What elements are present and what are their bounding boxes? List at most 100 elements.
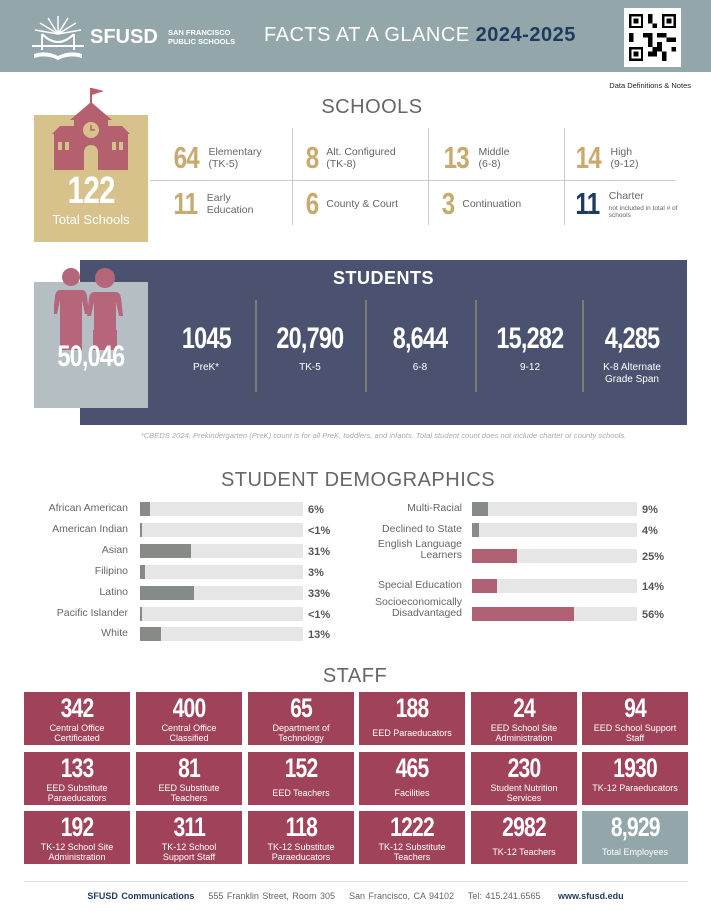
school-type-label: Alt. Configured (TK-8): [326, 146, 395, 170]
total-schools-label: Total Schools: [52, 212, 130, 227]
total-students-value: 50,046: [57, 340, 126, 373]
staff-count: 342: [24, 693, 130, 723]
footer-website-link[interactable]: www.sfusd.edu: [557, 891, 624, 901]
header-banner: SFUSD SAN FRANCISCO PUBLIC SCHOOLS FACTS…: [0, 0, 711, 72]
staff-count: 465: [359, 753, 465, 783]
demographics-heading: STUDENT DEMOGRAPHICS: [220, 469, 496, 491]
school-count-value: 11: [575, 186, 600, 221]
footer-phone: Tel: 415.241.6565: [467, 891, 541, 901]
staff-count-value: 1222: [390, 812, 435, 842]
school-type-label: County & Court: [326, 198, 398, 210]
school-type-name: High: [610, 146, 633, 158]
divider: [564, 128, 565, 225]
student-grade-label: PreK*: [192, 362, 220, 373]
staff-count: 118: [248, 812, 354, 842]
demographic-bar-fill: [140, 523, 142, 537]
school-type-1: 8 Alt. Configured (TK-8): [304, 138, 396, 178]
school-count-value: 8: [305, 140, 319, 175]
staff-count-value: 230: [507, 753, 542, 783]
footer-address: 555 Franklin Street, Room 305: [208, 891, 335, 901]
demographic-label: Special Education: [377, 579, 462, 591]
demographic-bar: [140, 565, 303, 579]
staff-count: 81: [136, 753, 242, 783]
demographic-label: Socioeconomically Disadvantaged: [375, 596, 462, 619]
school-count: 14: [572, 140, 604, 176]
page-title: FACTS AT A GLANCE 2024-2025: [264, 24, 576, 47]
students-heading: STUDENTS: [332, 268, 434, 288]
staff-count-value: 81: [178, 753, 201, 783]
demographic-percent: 9%: [642, 504, 658, 516]
demographic-percent: 33%: [308, 588, 331, 600]
staff-label: Central Office Certificated: [49, 723, 105, 743]
school-count: 64: [170, 140, 202, 176]
demographic-bar-fill: [472, 502, 489, 516]
staff-count: 2982: [471, 812, 577, 842]
staff-count-value: 192: [60, 812, 95, 842]
school-type-sub: not included in total # of schools: [608, 204, 678, 219]
students-panel: [80, 260, 687, 425]
staff-card: 188 EED Paraeducators: [359, 692, 465, 745]
student-grade-label: 9-12: [519, 362, 540, 373]
demographic-label: Pacific Islander: [56, 607, 128, 619]
demographic-percent: 14%: [642, 581, 665, 593]
staff-heading: STAFF: [322, 665, 388, 687]
school-type-name: Alt. Configured: [326, 146, 396, 158]
schools-divider: [150, 180, 675, 181]
demographic-bar: [472, 523, 637, 537]
staff-count-value: 188: [395, 693, 430, 723]
logo-text: SFUSD: [90, 26, 158, 48]
demographic-bar: [140, 627, 303, 641]
school-type-sub: (TK-8): [326, 158, 356, 170]
school-type-label: High (9-12): [610, 146, 638, 170]
staff-count-value: 1930: [613, 753, 658, 783]
staff-label: TK-12 Teachers: [492, 847, 556, 857]
total-schools-number: 122: [34, 170, 148, 213]
divider: [292, 128, 293, 225]
staff-count-value: 24: [513, 693, 536, 723]
staff-label: EED School Support Staff: [593, 723, 677, 743]
schools-heading: SCHOOLS: [321, 96, 423, 118]
staff-label: Student Nutrition Services: [490, 783, 558, 803]
staff-card: 2982 TK-12 Teachers: [471, 811, 577, 864]
school-type-7: 11 Charter not included in total # of scho…: [572, 184, 681, 224]
qr-code-icon[interactable]: [624, 8, 681, 67]
school-type-label: Continuation: [462, 198, 521, 210]
school-count-value: 64: [173, 140, 200, 175]
footer: SFUSD Communications 555 Franklin Street…: [0, 891, 711, 901]
staff-label: TK-12 Substitute Teachers: [378, 842, 446, 862]
staff-count-value: 400: [172, 693, 207, 723]
school-count: 11: [572, 186, 603, 222]
staff-label: EED Paraeducators: [372, 728, 452, 738]
school-type-3: 14 High (9-12): [572, 138, 639, 178]
demographic-percent: 4%: [642, 525, 658, 537]
divider: [475, 300, 477, 392]
demographic-bar-fill: [140, 502, 150, 516]
staff-label: TK-12 School Site Administration: [40, 842, 114, 862]
staff-count-value: 342: [60, 693, 95, 723]
student-count: 8,644: [365, 322, 475, 356]
staff-count: 192: [24, 812, 130, 842]
student-grade-3: 15,282 9-12: [475, 322, 585, 374]
staff-count: 230: [471, 753, 577, 783]
demographic-label: Declined to State: [382, 523, 462, 535]
demographic-bar-fill: [472, 523, 480, 537]
staff-label: EED Substitute Teachers: [158, 783, 220, 803]
data-definitions-link[interactable]: Data Definitions & Notes: [609, 81, 691, 90]
staff-card: 94 EED School Support Staff: [582, 692, 688, 745]
footer-org: SFUSD Communications: [87, 891, 195, 901]
demographic-bar-fill: [472, 607, 574, 621]
student-count: 4,285: [578, 322, 686, 356]
school-type-name: Elementary: [208, 146, 262, 158]
title-year: 2024-2025: [475, 24, 576, 46]
demographic-percent: <1%: [308, 525, 331, 537]
staff-count: 65: [248, 693, 354, 723]
staff-count-value: 311: [173, 812, 205, 842]
school-type-2: 13 Middle (6-8): [440, 138, 510, 178]
demographic-bar-fill: [140, 544, 191, 558]
total-schools-value: 122: [67, 170, 115, 212]
staff-label: Facilities: [394, 788, 430, 798]
school-type-sub: (6-8): [478, 158, 501, 170]
student-grade-4: 4,285 K-8 Alternate Grade Span: [578, 322, 686, 386]
staff-count-value: 133: [60, 753, 95, 783]
students-footnote: *CBEDS 2024. Prekindergarten (PreK) coun…: [140, 431, 627, 440]
